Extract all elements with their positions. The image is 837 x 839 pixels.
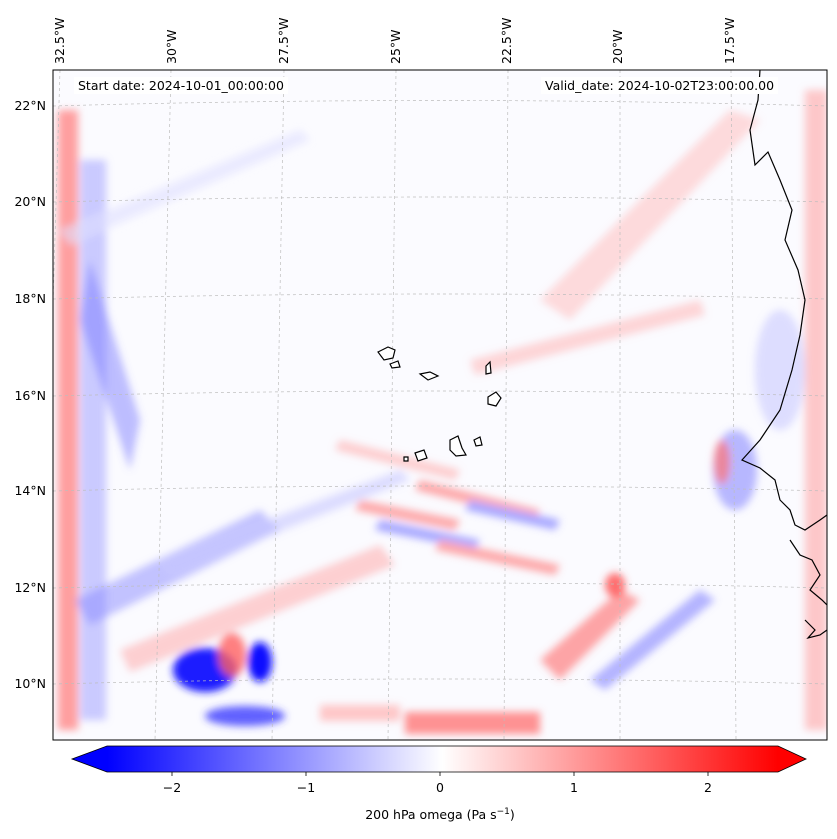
valid-date-label: Valid_date: 2024-10-02T23:00:00.00 (541, 77, 779, 94)
lon-label-32-5w: 32.5°W (52, 17, 67, 64)
colorbar-tick-label: 2 (704, 780, 712, 795)
colorbar-tick-label: 0 (436, 780, 444, 795)
colorbar-title-suffix: ) (509, 807, 515, 823)
omega-field (58, 90, 827, 734)
coastline (741, 70, 827, 640)
map-border (52, 69, 828, 741)
lat-label-16n: 16°N (14, 388, 46, 403)
lat-label-12n: 12°N (14, 580, 46, 595)
colorbar-tick-label: −2 (162, 780, 182, 795)
colorbar-extend-min (72, 746, 107, 772)
lon-label-30w: 30°W (164, 29, 179, 64)
start-date-label: Start date: 2024-10-01_00:00:00 (74, 77, 288, 94)
lat-label-18n: 18°N (14, 291, 46, 306)
colorbar-tick-label: −1 (296, 780, 316, 795)
colorbar-title-exponent: −1 (496, 807, 510, 817)
lon-label-22-5w: 22.5°W (499, 17, 514, 64)
colorbar-title: 200 hPa omega (Pa s−1) (365, 807, 515, 822)
lat-label-22n: 22°N (14, 98, 46, 113)
colorbar-tick-label: 1 (570, 780, 578, 795)
colorbar-extend-max (778, 746, 806, 772)
map-area (53, 70, 827, 740)
lon-label-25w: 25°W (388, 29, 403, 64)
lat-label-20n: 20°N (14, 194, 46, 209)
cape-verde-islands (377, 346, 502, 462)
colorbar-ticks (171, 772, 709, 776)
lat-label-14n: 14°N (14, 483, 46, 498)
lat-label-10n: 10°N (14, 676, 46, 691)
lon-label-27-5w: 27.5°W (276, 17, 291, 64)
gridlines (53, 70, 827, 740)
lon-label-20w: 20°W (610, 29, 625, 64)
colorbar-title-text: 200 hPa omega (Pa s (365, 807, 497, 823)
lon-label-17-5w: 17.5°W (722, 17, 737, 64)
colorbar (70, 745, 807, 776)
